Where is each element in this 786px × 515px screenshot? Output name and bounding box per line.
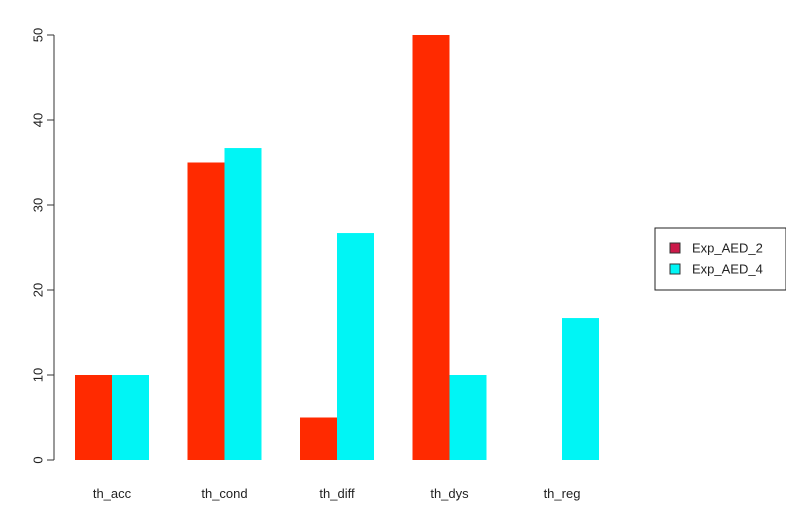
legend: Exp_AED_2 Exp_AED_4 bbox=[654, 227, 786, 291]
legend-label: Exp_AED_2 bbox=[692, 241, 763, 256]
bar-th_dys-Exp_AED_4 bbox=[449, 375, 487, 460]
bar-th_reg-Exp_AED_4 bbox=[562, 318, 599, 460]
x-category-label: th_cond bbox=[201, 486, 247, 501]
bar-th_diff-Exp_AED_2 bbox=[300, 417, 337, 460]
x-category-label: th_acc bbox=[93, 486, 132, 501]
y-axis: 0 10 20 30 40 50 bbox=[31, 28, 55, 464]
category-labels: th_acc th_cond th_diff th_dys th_reg bbox=[93, 486, 581, 501]
bar-th_acc-Exp_AED_4 bbox=[112, 375, 149, 460]
x-category-label: th_dys bbox=[430, 486, 469, 501]
y-tick-label: 10 bbox=[31, 368, 46, 382]
bars bbox=[75, 35, 599, 461]
legend-swatch-Exp_AED_2 bbox=[669, 242, 681, 254]
y-tick-label: 20 bbox=[31, 283, 46, 297]
bar-th_dys-Exp_AED_2 bbox=[412, 35, 450, 460]
y-tick-label: 30 bbox=[31, 198, 46, 212]
x-category-label: th_diff bbox=[319, 486, 355, 501]
legend-swatch-Exp_AED_4 bbox=[669, 263, 681, 275]
bar-th_diff-Exp_AED_4 bbox=[337, 233, 374, 460]
y-tick-label: 0 bbox=[31, 456, 46, 463]
x-category-label: th_reg bbox=[544, 486, 581, 501]
bar-th_cond-Exp_AED_2 bbox=[187, 162, 225, 460]
bar-th_acc-Exp_AED_2 bbox=[75, 375, 112, 460]
legend-label: Exp_AED_4 bbox=[692, 262, 763, 277]
y-tick-label: 40 bbox=[31, 113, 46, 127]
y-tick-label: 50 bbox=[31, 28, 46, 42]
bar-th_cond-Exp_AED_4 bbox=[224, 148, 262, 461]
legend-box bbox=[654, 227, 786, 291]
